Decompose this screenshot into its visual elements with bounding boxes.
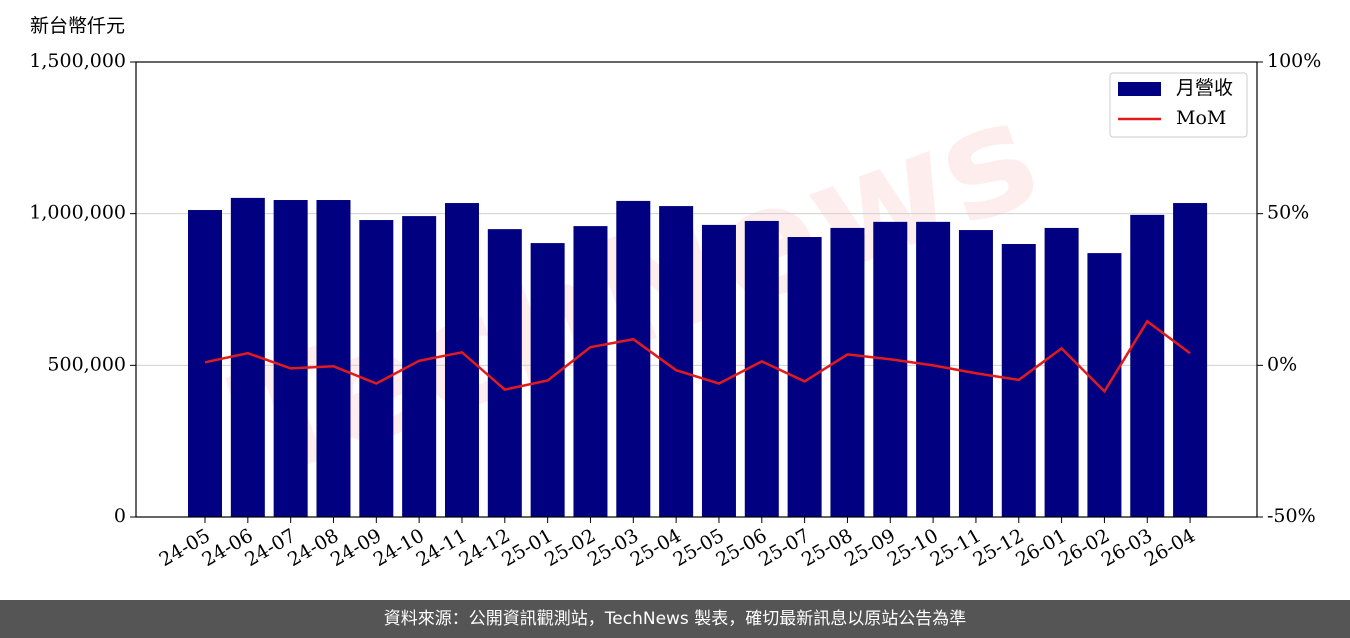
x-tick-label: 26-04 [1141,525,1199,571]
legend-label: 月營收 [1176,77,1233,99]
bar [916,221,951,517]
bar [1044,227,1079,517]
chart: 新台幣仟元 TechNews 0500,0001,000,0001,500,00… [29,15,1321,571]
y-tick-label: 1,500,000 [29,50,126,72]
bar [316,200,351,517]
bar [273,200,308,517]
footer: 資料來源：公開資訊觀測站，TechNews 製表，確切最新訊息以原站公告為準 [0,600,1350,638]
plot-frame [135,61,1258,518]
bar [359,220,394,517]
bar [487,229,522,518]
bar [830,227,865,517]
bar [616,200,651,517]
bar [444,203,479,518]
legend-label: MoM [1176,107,1226,129]
line [204,319,1191,394]
bar [873,221,908,517]
y-tick-label: 1,000,000 [29,202,126,224]
bar [1173,203,1208,518]
legend-swatch [1118,82,1161,96]
bar [701,224,736,517]
y-axis-label: 新台幣仟元 [30,15,125,37]
y2-tick-label: -50% [1267,505,1316,527]
bar [188,210,222,517]
bar [1087,253,1122,517]
bar [744,220,779,518]
y-tick-label: 0 [114,505,126,527]
y2-tick-label: 0% [1267,353,1297,375]
y2-tick-label: 100% [1267,50,1321,72]
bar [573,226,608,517]
bar [1130,214,1165,517]
y-tick-label: 500,000 [47,353,126,375]
y2-tick-label: 50% [1267,202,1309,224]
